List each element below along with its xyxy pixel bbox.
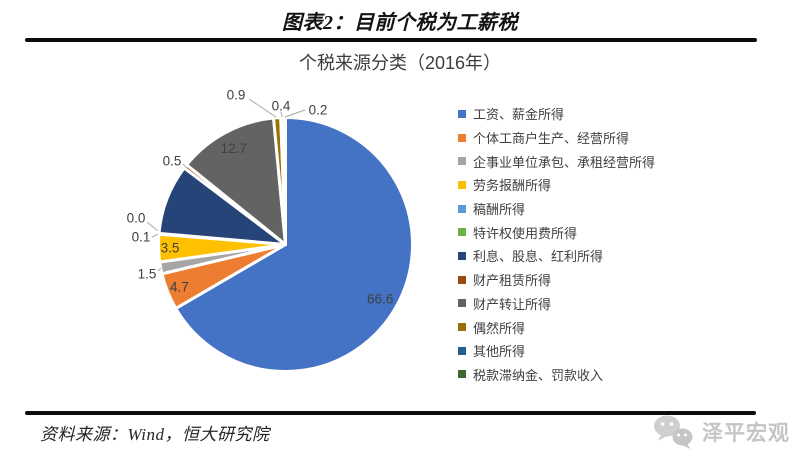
legend-item: 财产租赁所得: [458, 268, 655, 292]
legend-swatch: [458, 275, 466, 284]
leader-line-2: [157, 267, 162, 272]
leader-line-11: [284, 109, 306, 118]
legend-label: 稿酬所得: [473, 202, 526, 218]
legend-item: 财产转让所得: [458, 292, 655, 316]
brand-watermark: 泽平宏观: [652, 413, 790, 451]
legend-item: 偶然所得: [458, 315, 655, 339]
value-label-7: 0.5: [163, 154, 182, 169]
pie-slice-11: [282, 115, 287, 246]
leader-line-4: [151, 233, 159, 238]
legend-swatch: [458, 109, 466, 118]
legend-label: 财产租赁所得: [473, 273, 552, 289]
legend-item: 劳务报酬所得: [458, 173, 655, 197]
legend-item: 工资、薪金所得: [458, 102, 655, 126]
legend-label: 劳务报酬所得: [473, 178, 552, 194]
legend-swatch: [458, 204, 466, 213]
legend-label: 其他所得: [473, 344, 526, 360]
value-label-1: 4.7: [170, 280, 189, 295]
leader-line-5: [146, 221, 159, 232]
legend-item: 利息、股息、红利所得: [458, 244, 655, 268]
legend-label: 财产转让所得: [473, 296, 552, 312]
value-label-8: 12.7: [221, 141, 247, 156]
legend-item: 个体工商户生产、经营所得: [458, 126, 655, 150]
legend-label: 税款滞纳金、罚款收入: [473, 367, 604, 383]
legend-label: 个体工商户生产、经营所得: [473, 131, 630, 147]
legend-item: 其他所得: [458, 339, 655, 363]
legend-swatch: [458, 180, 466, 189]
brand-name: 泽平宏观: [702, 422, 790, 445]
value-label-0: 66.6: [367, 292, 393, 307]
leader-line-10: [280, 111, 283, 118]
legend-swatch: [458, 370, 466, 379]
legend-item: 企事业单位承包、承租经营所得: [458, 149, 655, 173]
legend-swatch: [458, 228, 466, 237]
legend-label: 工资、薪金所得: [473, 107, 565, 123]
source-note: 资料来源：Wind，恒大研究院: [40, 425, 270, 444]
legend-swatch: [458, 323, 466, 332]
legend-label: 利息、股息、红利所得: [473, 249, 604, 265]
value-label-3: 3.5: [161, 240, 180, 255]
legend-label: 偶然所得: [473, 320, 526, 336]
legend-swatch: [458, 157, 466, 166]
wechat-bubbles-icon: [654, 415, 693, 449]
chart-title: 个税来源分类（2016年）: [298, 53, 502, 73]
value-label-11: 0.2: [309, 103, 328, 118]
legend-swatch: [458, 346, 466, 355]
value-label-9: 0.9: [227, 88, 246, 103]
legend: 工资、薪金所得 个体工商户生产、经营所得 企事业单位承包、承租经营所得 劳务报酬…: [458, 102, 655, 386]
pie-slice-8: [185, 116, 287, 246]
value-label-10: 0.4: [272, 99, 291, 114]
legend-label: 特许权使用费所得: [473, 225, 578, 241]
bottom-divider: [25, 411, 756, 415]
page-title: 图表2：目前个税为工薪税: [282, 12, 518, 34]
legend-item: 特许权使用费所得: [458, 220, 655, 244]
legend-item: 稿酬所得: [458, 197, 655, 221]
pie-slice-0: [174, 116, 414, 373]
leader-line-7: [182, 163, 187, 168]
leader-line-9: [248, 98, 277, 118]
value-label-4: 0.1: [132, 230, 151, 245]
value-label-2: 1.5: [138, 267, 157, 282]
legend-label: 企事业单位承包、承租经营所得: [473, 154, 656, 170]
value-label-5: 0.0: [127, 211, 146, 226]
legend-item: 税款滞纳金、罚款收入: [458, 363, 655, 387]
legend-swatch: [458, 299, 466, 308]
legend-swatch: [458, 133, 466, 142]
top-divider: [25, 38, 757, 42]
legend-swatch: [458, 251, 466, 260]
